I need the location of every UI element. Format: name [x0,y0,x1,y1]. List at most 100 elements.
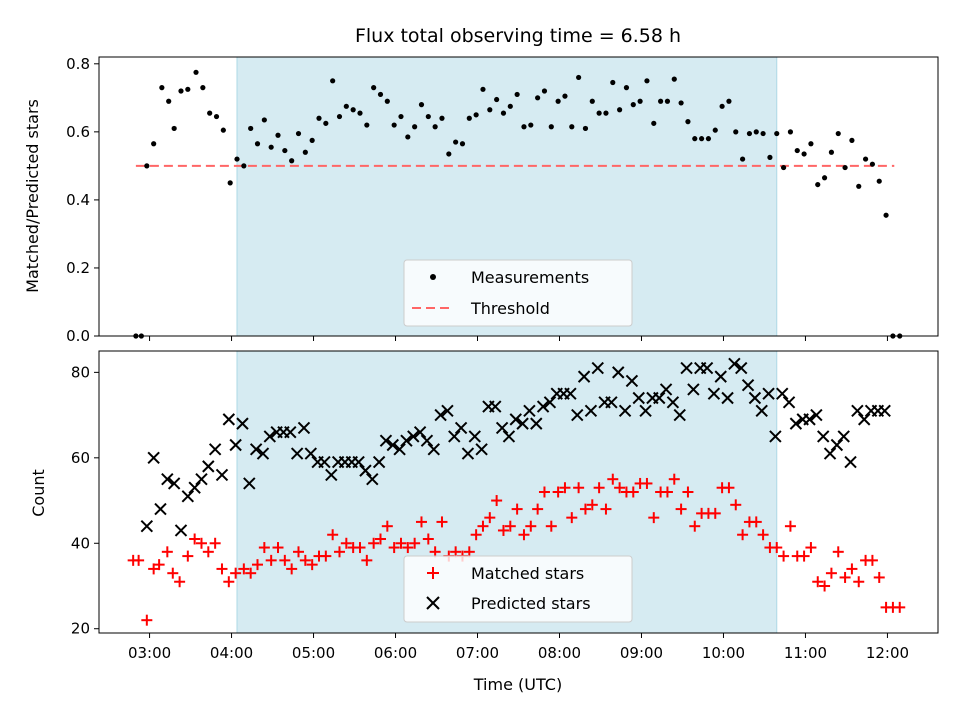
predicted-star-mark [208,443,222,456]
ratio-panel: 0.00.20.40.60.8 Matched/Predicted stars … [23,55,939,345]
measurement-point [760,130,766,137]
predicted-star-mark [735,361,748,375]
ratio-y-tick-label: 0.4 [66,191,90,209]
predicted-star-mark [407,430,420,443]
predicted-star-mark [625,374,639,388]
matched-star-point [600,503,612,515]
measurement-point [739,156,746,162]
matched-star-point [525,520,537,532]
measurement-point [883,212,889,218]
predicted-star-point [454,421,468,435]
predicted-star-mark [222,413,236,426]
predicted-star-point [249,443,263,456]
matched-star-point [450,546,462,558]
predicted-star-point [393,443,406,456]
measurement-point [514,91,520,98]
measurement-point [159,85,165,91]
predicted-star-point [789,417,803,430]
predicted-star-mark [851,404,864,418]
measurement-point [166,98,172,104]
matched-star-point [258,542,270,554]
measurement-point [746,130,753,137]
measurement-point [528,122,534,128]
matched-star-point [627,486,639,498]
predicted-star-point [386,438,399,452]
matched-star-point [737,529,749,541]
predicted-star-mark [495,421,509,435]
measurement-point [234,156,240,162]
x-tick-label: 04:00 [210,644,253,662]
predicted-star-mark [379,434,393,447]
measurement-point [487,107,493,113]
predicted-star-mark [612,366,625,379]
measurement-point [623,85,630,91]
matched-star-point [223,576,235,588]
ratio-y-axis: 0.0 0.2 0.4 0.6 0.8 [66,55,99,345]
ratio-y-label: Matched/Predicted stars [23,99,42,293]
predicted-star-mark [571,408,584,422]
predicted-star-mark [215,468,229,482]
predicted-star-mark [728,357,741,371]
ratio-y-tick-label: 0.0 [66,327,90,345]
measurement-point [241,163,247,169]
predicted-star-mark [830,438,844,452]
predicted-star-point [605,396,618,409]
measurement-point [309,137,315,143]
x-tick-label: 11:00 [784,644,827,662]
measurement-point [178,88,184,94]
measurement-point [377,91,384,98]
predicted-star-point [420,434,434,447]
measurement-point [849,137,855,143]
ratio-plot-frame [98,56,939,337]
matched-star-point [689,520,701,532]
measurement-point [767,154,773,160]
predicted-star-point [830,438,844,452]
predicted-star-mark [700,361,714,375]
measurement-point [733,129,739,135]
predicted-star-mark [297,421,311,435]
matched-star-point [771,542,783,554]
measurement-point [473,112,479,118]
matched-star-point [839,571,851,583]
matched-star-point [552,486,564,498]
matched-star-point [511,503,523,515]
measurement-point [220,127,226,133]
matched-star-point [668,473,680,485]
predicted-star-mark [755,404,768,418]
predicted-star-mark [721,391,734,405]
measurement-point [664,98,671,104]
predicted-star-mark [823,447,837,460]
predicted-star-mark [673,408,686,422]
predicted-star-point [530,417,543,430]
matched-star-point [395,537,407,549]
matched-star-point [279,554,291,566]
x-tick-label: 10:00 [702,644,745,662]
measurement-point [466,115,472,121]
predicted-star-mark [284,425,297,439]
matched-star-point [182,550,194,562]
measurement-point [562,93,568,99]
predicted-star-mark [400,434,413,447]
predicted-star-mark [441,404,454,418]
predicted-star-point [823,447,837,460]
measurement-point [699,136,705,142]
measurement-point [248,125,254,132]
predicted-star-point [400,434,413,447]
measurement-point [808,141,814,147]
predicted-star-mark [140,519,154,533]
predicted-star-point [776,387,789,400]
matched-star-point [477,520,489,532]
legend-predicted-label: Predicted stars [471,594,591,613]
measurement-point [856,183,862,189]
count-x-axis: 03:00 04:00 05:00 06:00 07:00 08:00 09:00 10:00… [128,633,909,662]
predicted-star-mark [352,455,365,469]
predicted-star-point [618,404,632,418]
predicted-star-point [680,361,693,375]
predicted-star-mark [202,460,215,473]
matched-star-point [202,546,214,558]
measurement-point [350,107,356,113]
measurement-point [821,175,828,181]
predicted-star-mark [393,443,406,456]
predicted-star-point [810,408,823,422]
measurement-point [302,149,308,155]
